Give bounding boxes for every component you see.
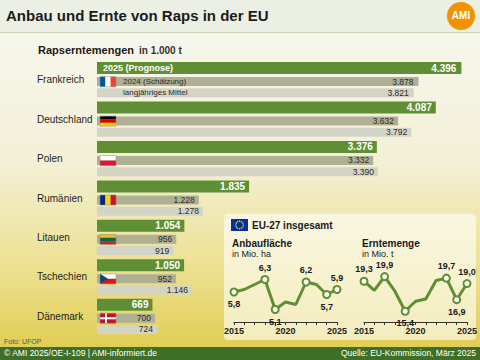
svg-text:2020: 2020 [275, 326, 295, 336]
svg-text:2025: 2025 [327, 326, 347, 336]
svg-text:langjähriges Mittel: langjähriges Mittel [123, 88, 188, 97]
svg-text:Rapserntemengen: Rapserntemengen [38, 44, 134, 56]
svg-text:16,9: 16,9 [448, 307, 466, 317]
svg-text:5,7: 5,7 [320, 302, 333, 312]
svg-text:1.835: 1.835 [220, 181, 245, 192]
svg-text:3.821: 3.821 [387, 88, 409, 98]
svg-text:3.632: 3.632 [373, 116, 395, 126]
svg-text:in 1.000 t: in 1.000 t [139, 45, 182, 56]
svg-text:Frankreich: Frankreich [37, 74, 84, 85]
svg-text:2015: 2015 [354, 326, 374, 336]
svg-text:4.087: 4.087 [407, 102, 432, 113]
svg-text:1.054: 1.054 [155, 220, 180, 231]
svg-text:in Mio. ha: in Mio. ha [232, 249, 271, 259]
html-text:AMI: AMI [451, 10, 471, 21]
svg-text:3.332: 3.332 [348, 155, 370, 165]
svg-text:3.390: 3.390 [353, 167, 375, 177]
svg-text:1.050: 1.050 [155, 260, 180, 271]
svg-text:19,7: 19,7 [438, 261, 456, 271]
svg-text:6,3: 6,3 [259, 263, 272, 273]
svg-text:5,8: 5,8 [228, 299, 241, 309]
svg-text:2025: 2025 [457, 326, 477, 336]
svg-text:Deutschland: Deutschland [37, 114, 93, 125]
svg-text:15,4: 15,4 [396, 318, 414, 328]
svg-text:Tschechien: Tschechien [37, 271, 87, 282]
svg-text:919: 919 [155, 246, 169, 256]
svg-text:5,9: 5,9 [331, 273, 344, 283]
svg-text:Polen: Polen [37, 153, 63, 164]
svg-text:700: 700 [137, 313, 151, 323]
svg-text:19,9: 19,9 [376, 260, 394, 270]
svg-text:3.792: 3.792 [386, 127, 408, 137]
svg-text:3.878: 3.878 [392, 77, 414, 87]
svg-text:19,3: 19,3 [355, 264, 373, 274]
svg-text:in Mio. t: in Mio. t [362, 249, 394, 259]
svg-text:Litauen: Litauen [37, 232, 70, 243]
html-text:Anbau und Ernte von Raps in de: Anbau und Ernte von Raps in der EU [6, 7, 269, 24]
svg-text:2020: 2020 [405, 325, 426, 336]
svg-text:Rumänien: Rumänien [37, 193, 83, 204]
svg-text:2015: 2015 [224, 326, 244, 336]
svg-text:Dänemark: Dänemark [37, 311, 84, 322]
html-text:Quelle: EU-Kommission, März 20: Quelle: EU-Kommission, März 2025 [340, 348, 476, 358]
svg-text:5,1: 5,1 [269, 317, 282, 327]
html-text:Foto: UFOP: Foto: UFOP [4, 338, 42, 345]
svg-text:1.228: 1.228 [174, 195, 196, 205]
html-text:© AMI 2025/OE-I-109 | AMI-info: © AMI 2025/OE-I-109 | AMI-informiert.de [4, 348, 157, 358]
svg-text:6,2: 6,2 [300, 265, 313, 275]
svg-text:Erntemenge: Erntemenge [362, 238, 420, 249]
svg-text:EU-27 insgesamt: EU-27 insgesamt [252, 220, 333, 231]
svg-text:3.376: 3.376 [348, 141, 373, 152]
svg-text:952: 952 [158, 274, 172, 284]
svg-text:19,0: 19,0 [458, 267, 476, 277]
svg-text:956: 956 [158, 234, 172, 244]
svg-text:724: 724 [139, 324, 153, 334]
svg-text:Anbaufläche: Anbaufläche [232, 238, 292, 249]
svg-text:669: 669 [132, 299, 149, 310]
svg-text:1.146: 1.146 [167, 285, 189, 295]
svg-text:1.278: 1.278 [178, 206, 200, 216]
svg-text:2024 (Schätzung): 2024 (Schätzung) [123, 77, 186, 86]
svg-text:2025 (Prognose): 2025 (Prognose) [103, 63, 173, 73]
svg-text:4.396: 4.396 [431, 63, 456, 74]
